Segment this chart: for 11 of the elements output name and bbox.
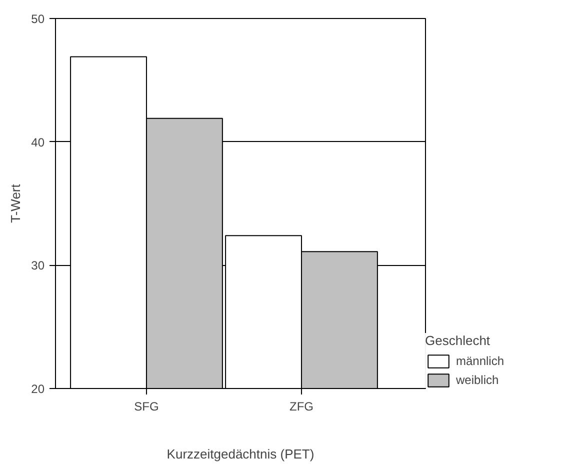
y-axis-title: T-Wert: [8, 184, 24, 223]
legend-label: männlich: [456, 354, 504, 368]
x-axis-title: Kurzzeitgedächtnis (PET): [166, 446, 314, 462]
y-tick-label: 40: [31, 135, 45, 150]
x-tick-label: SFG: [134, 400, 159, 414]
y-tick-label: 20: [31, 382, 45, 396]
legend-title: Geschlecht: [425, 333, 492, 348]
y-tick-label: 30: [31, 258, 45, 273]
x-tick-label: ZFG: [290, 400, 314, 414]
y-tick-label: 50: [31, 12, 45, 26]
legend-label: weiblich: [456, 373, 499, 387]
